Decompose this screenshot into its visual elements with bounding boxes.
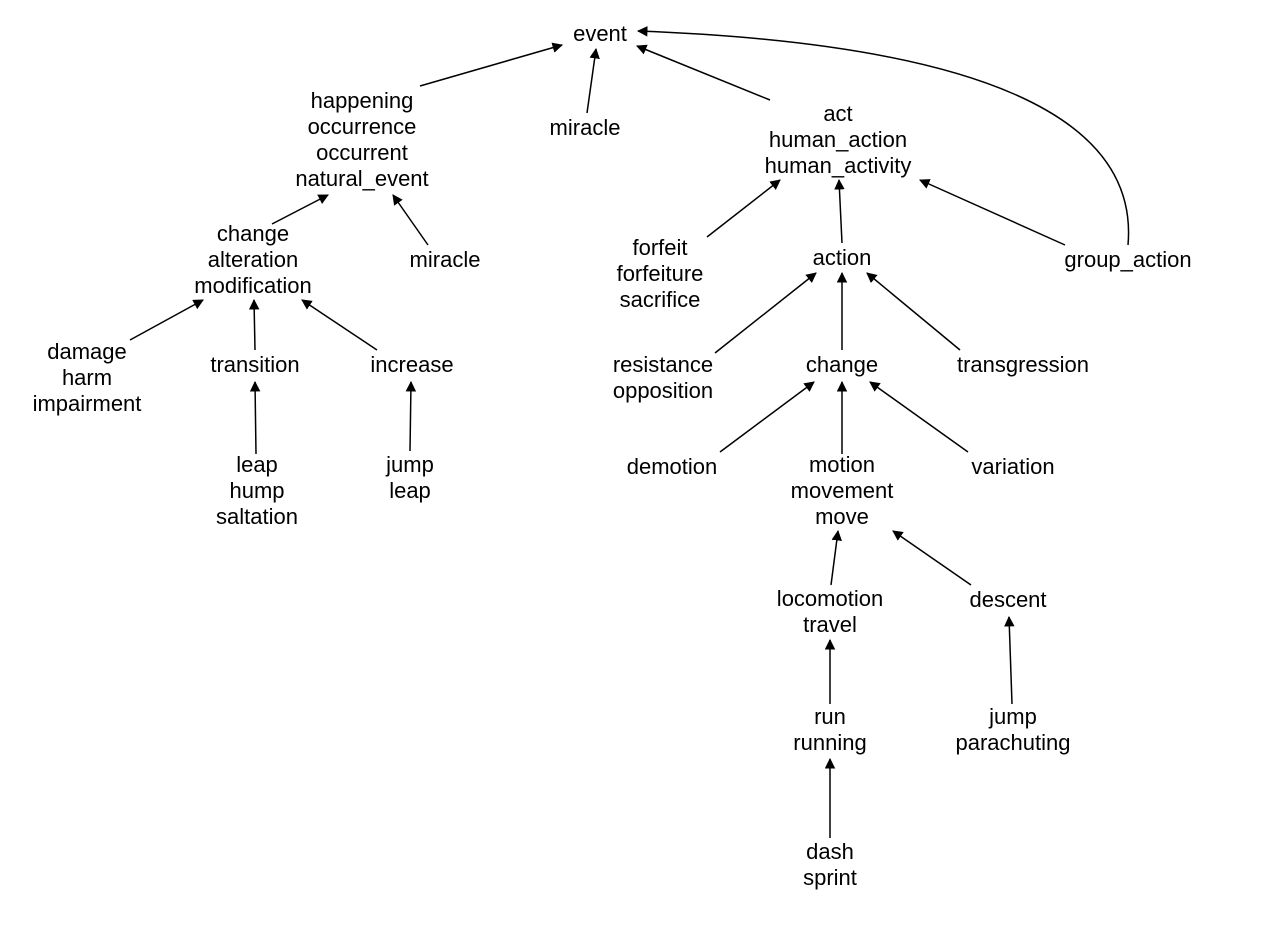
edge-resistance-to-action [715, 273, 816, 353]
node-increase: increase [370, 352, 453, 378]
node-increase-line-0: increase [370, 352, 453, 377]
node-dash-line-0: dash [806, 839, 854, 864]
node-damage-line-2: impairment [33, 391, 142, 416]
node-change2: change [806, 352, 878, 378]
node-forfeit: forfeitforfeituresacrifice [617, 235, 704, 313]
node-motion-line-2: move [815, 504, 869, 529]
node-descent-line-0: descent [969, 587, 1046, 612]
node-locomotion-line-0: locomotion [777, 586, 883, 611]
node-leap-line-1: hump [229, 478, 284, 503]
node-resistance-line-1: opposition [613, 378, 713, 403]
node-miracle2: miracle [410, 247, 481, 273]
node-happening-line-0: happening [311, 88, 414, 113]
node-change1: changealterationmodification [194, 221, 311, 299]
edge-happening-to-event [420, 45, 562, 86]
node-variation: variation [971, 454, 1054, 480]
node-group_action-line-0: group_action [1064, 247, 1191, 272]
node-transgression: transgression [957, 352, 1089, 378]
edge-transgression-to-action [867, 273, 960, 350]
edge-action-to-act [839, 180, 842, 243]
node-demotion: demotion [627, 454, 718, 480]
edge-forfeit-to-act [707, 180, 780, 237]
node-action: action [813, 245, 872, 271]
node-transgression-line-0: transgression [957, 352, 1089, 377]
node-jump1-line-1: leap [389, 478, 431, 503]
node-run: runrunning [793, 704, 866, 756]
node-group_action: group_action [1064, 247, 1191, 273]
node-miracle1-line-0: miracle [550, 115, 621, 140]
edge-jump2-to-descent [1009, 617, 1012, 704]
node-locomotion: locomotiontravel [777, 586, 883, 638]
node-action-line-0: action [813, 245, 872, 270]
edge-transition-to-change1 [254, 300, 255, 350]
node-transition: transition [210, 352, 299, 378]
node-resistance: resistanceopposition [613, 352, 713, 404]
node-jump1-line-0: jump [386, 452, 434, 477]
node-change1-line-1: alteration [208, 247, 299, 272]
edge-leap-to-transition [255, 382, 256, 454]
node-damage-line-1: harm [62, 365, 112, 390]
edge-act-to-event [637, 46, 770, 100]
edge-demotion-to-change2 [720, 382, 814, 452]
node-demotion-line-0: demotion [627, 454, 718, 479]
edge-increase-to-change1 [302, 300, 377, 350]
node-jump1: jumpleap [386, 452, 434, 504]
edge-descent-to-motion [893, 531, 971, 585]
edge-miracle1-to-event [587, 49, 596, 113]
node-miracle2-line-0: miracle [410, 247, 481, 272]
node-act-line-0: act [823, 101, 852, 126]
node-act: acthuman_actionhuman_activity [765, 101, 912, 179]
node-happening-line-3: natural_event [295, 166, 428, 191]
node-jump2-line-1: parachuting [956, 730, 1071, 755]
node-leap-line-2: saltation [216, 504, 298, 529]
node-motion-line-1: movement [791, 478, 894, 503]
edge-variation-to-change2 [870, 382, 968, 452]
node-jump2: jumpparachuting [956, 704, 1071, 756]
node-leap-line-0: leap [236, 452, 278, 477]
node-dash: dashsprint [803, 839, 857, 891]
node-change1-line-2: modification [194, 273, 311, 298]
node-happening-line-1: occurrence [308, 114, 417, 139]
node-run-line-0: run [814, 704, 846, 729]
node-change2-line-0: change [806, 352, 878, 377]
node-change1-line-0: change [217, 221, 289, 246]
node-locomotion-line-1: travel [803, 612, 857, 637]
node-happening-line-2: occurrent [316, 140, 408, 165]
node-run-line-1: running [793, 730, 866, 755]
edge-damage-to-change1 [130, 300, 203, 340]
node-forfeit-line-2: sacrifice [620, 287, 701, 312]
node-act-line-1: human_action [769, 127, 907, 152]
node-happening: happeningoccurrenceoccurrentnatural_even… [295, 88, 428, 192]
node-dash-line-1: sprint [803, 865, 857, 890]
node-motion-line-0: motion [809, 452, 875, 477]
node-transition-line-0: transition [210, 352, 299, 377]
node-resistance-line-0: resistance [613, 352, 713, 377]
node-damage-line-0: damage [47, 339, 127, 364]
edge-locomotion-to-motion [831, 531, 838, 585]
node-forfeit-line-1: forfeiture [617, 261, 704, 286]
node-motion: motionmovementmove [791, 452, 894, 530]
node-damage: damageharmimpairment [33, 339, 142, 417]
edge-jump1-to-increase [410, 382, 411, 451]
node-miracle1: miracle [550, 115, 621, 141]
node-act-line-2: human_activity [765, 153, 912, 178]
edge-miracle2-to-happening [393, 195, 428, 245]
edge-change1-to-happening [272, 195, 328, 224]
node-jump2-line-0: jump [989, 704, 1037, 729]
node-leap: leaphumpsaltation [216, 452, 298, 530]
node-descent: descent [969, 587, 1046, 613]
node-event-line-0: event [573, 21, 627, 46]
node-event: event [573, 21, 627, 47]
edge-group_action-to-act [920, 180, 1065, 245]
node-forfeit-line-0: forfeit [632, 235, 687, 260]
node-variation-line-0: variation [971, 454, 1054, 479]
